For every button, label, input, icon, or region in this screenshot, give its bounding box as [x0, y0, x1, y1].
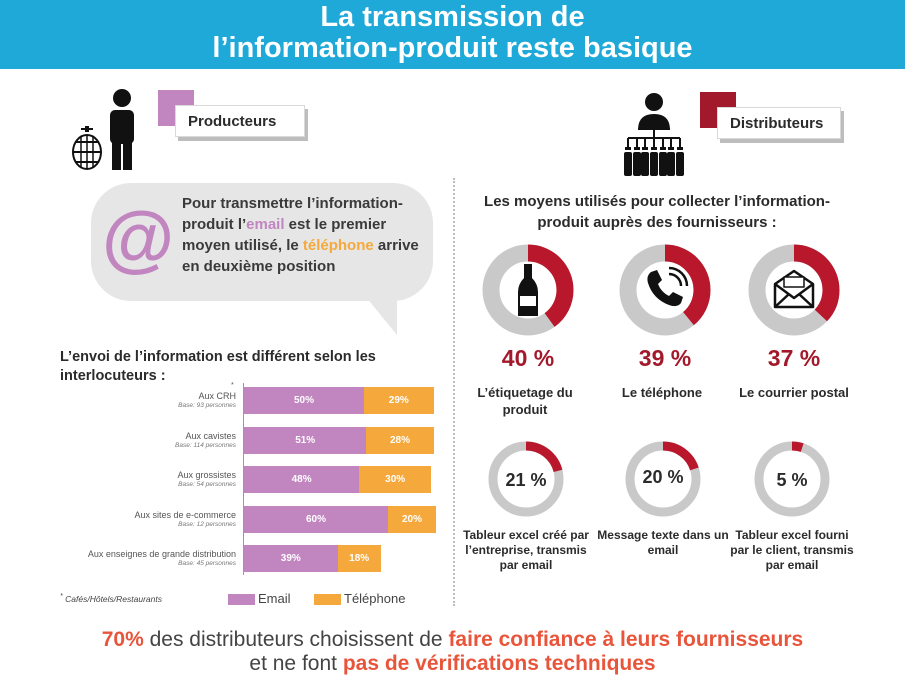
donut-arc [754, 441, 830, 517]
bar-telephone: 20% [388, 505, 436, 533]
pct-text-message: 20 % [642, 467, 684, 487]
pct-phone: 39 % [638, 345, 692, 371]
label-text-message: Message texte dans un email [597, 528, 729, 557]
donut-excel-company [487, 440, 565, 518]
bar-email: 51% [244, 426, 367, 454]
pct-excel-company: 21 % [505, 470, 547, 490]
label-mail: Le courrier postal [739, 385, 849, 400]
producers-label: Producteurs [175, 105, 305, 137]
page-title: La transmission de l’information-produit… [0, 2, 905, 64]
bar-telephone: 30% [359, 466, 432, 493]
page-title-line2: l’information-produit reste basique [212, 32, 693, 64]
distributor-network-icon [624, 92, 684, 178]
category-base: Base: 12 personnes [178, 520, 236, 528]
pct-excel-client: 5 % [776, 470, 808, 490]
category-label: Aux CRH [198, 391, 236, 401]
distributors-title: Les moyens utilisés pour collecter l’inf… [484, 193, 830, 231]
bubble-text: Pour transmettre l’information-produit l… [182, 195, 419, 275]
donut-labeling [482, 244, 574, 336]
bar-email: 50% [244, 387, 364, 414]
bar-email: 60% [244, 505, 388, 533]
donut-arc [488, 441, 564, 517]
bar-telephone: 28% [366, 426, 434, 454]
donut-arc [482, 244, 574, 336]
donut-text-message [624, 440, 702, 518]
donut-arc [748, 244, 840, 336]
phone-icon [647, 266, 689, 307]
category-label: Aux grossistes [177, 470, 236, 480]
category-label: Aux cavistes [185, 430, 236, 441]
conclusion-highlight-2: pas de vérifications techniques [342, 652, 656, 675]
chart-footnote: * Cafés/Hôtels/Restaurants [60, 592, 162, 604]
legend-swatch-email [228, 594, 255, 605]
bar-telephone: 18% [337, 545, 381, 572]
chart-title: L’envoi de l’information est différent s… [60, 349, 376, 384]
category-base: Base: 114 personnes [175, 441, 236, 449]
email-highlight: email [246, 216, 285, 233]
legend-email: Email [258, 591, 291, 606]
label-excel-company: Tableur excel créé par l’entreprise, tra… [463, 528, 589, 572]
donut-excel-client [753, 440, 831, 518]
donut-phone [619, 244, 711, 336]
conclusion-statement: 70% des distributeurs choisissent de fai… [101, 628, 804, 675]
chart-axis [243, 383, 244, 575]
category-label: Aux sites de e-commerce [134, 509, 236, 520]
bar-email: 48% [244, 466, 360, 493]
category-base: Base: 93 personnes [178, 402, 236, 409]
pct-mail: 37 % [767, 345, 821, 371]
pct-labeling: 40 % [501, 345, 555, 371]
header-banner [0, 0, 905, 69]
section-divider [453, 178, 455, 606]
distributors-label: Distributeurs [717, 107, 841, 139]
conclusion-highlight-1: faire confiance à leurs fournisseurs [448, 628, 804, 651]
label-labeling: L’étiquetage du produit [477, 385, 573, 417]
label-excel-client: Tableur excel fourni par le client, tran… [730, 528, 854, 572]
page-title-line1: La transmission de [320, 1, 585, 33]
legend-telephone: Téléphone [344, 591, 406, 606]
at-sign-icon: @ [102, 196, 175, 279]
category-base: Base: 54 personnes [178, 481, 236, 488]
envelope-icon [773, 269, 815, 309]
donut-arc [619, 244, 711, 336]
category-label: Aux enseignes de grande distribution [87, 549, 236, 559]
producer-person-icon [98, 88, 143, 172]
bar-telephone: 29% [364, 387, 434, 414]
phone-highlight: téléphone [302, 237, 374, 254]
donut-mail [748, 244, 840, 336]
conclusion-pct: 70% [101, 628, 144, 651]
legend-swatch-telephone [314, 594, 341, 605]
speech-bubble-tail [352, 280, 397, 335]
category-base: Base: 45 personnes [178, 560, 236, 567]
bar-email: 39% [244, 545, 338, 572]
donut-arc [625, 441, 701, 517]
wine-bottle-icon [518, 264, 538, 316]
label-phone: Le téléphone [621, 385, 703, 400]
footnote-marker: * [231, 382, 234, 389]
barrel-icon [71, 126, 103, 170]
